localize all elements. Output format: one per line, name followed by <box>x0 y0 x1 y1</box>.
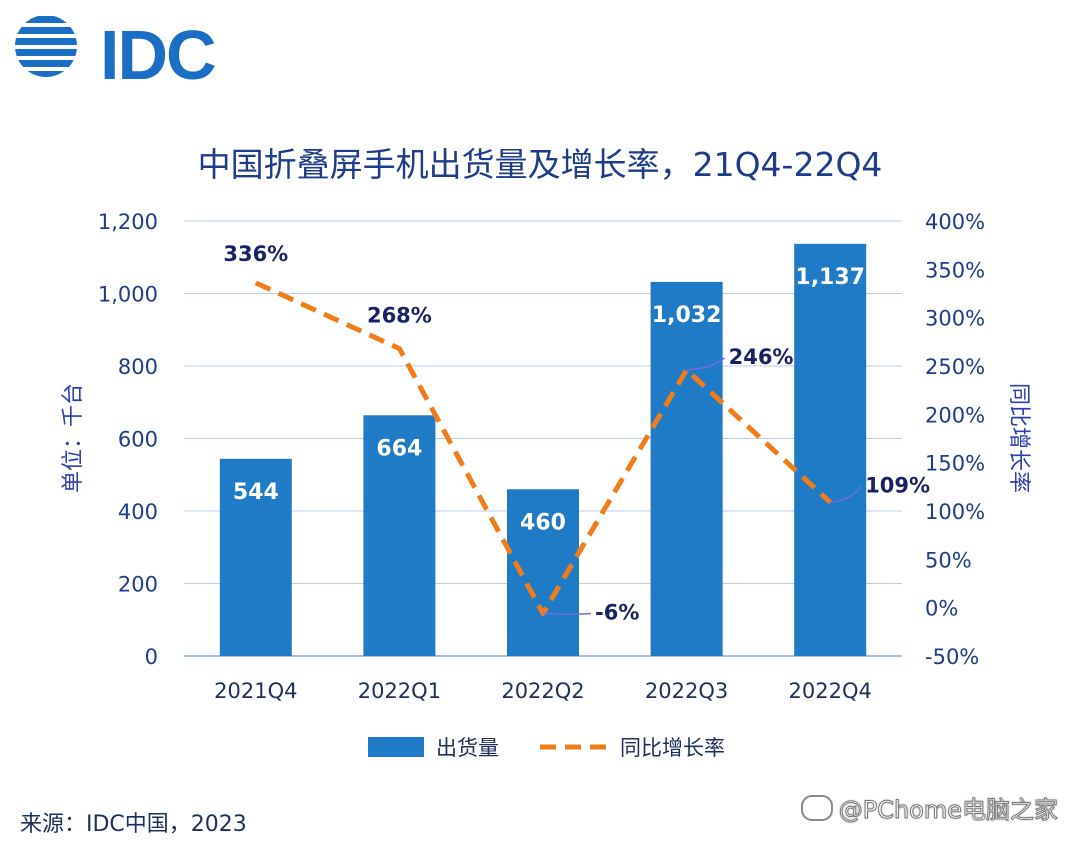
bar-value-label: 544 <box>233 480 279 505</box>
legend-swatch-bar <box>368 737 424 757</box>
bar-value-label: 1,032 <box>652 303 722 328</box>
y2-tick-label: 400% <box>925 210 985 234</box>
y-axis-label: 单位：千台 <box>61 383 86 493</box>
chart-title: 中国折叠屏手机出货量及增长率，21Q4-22Q4 <box>197 145 883 184</box>
y-tick-label: 600 <box>118 428 158 452</box>
bar-value-label: 664 <box>376 436 422 461</box>
y2-axis-label: 同比增长率 <box>1006 383 1031 493</box>
bar <box>363 415 436 656</box>
y-tick-label: 1,200 <box>98 210 158 234</box>
x-tick-label: 2022Q2 <box>501 679 584 703</box>
y2-tick-label: 250% <box>925 355 985 379</box>
label-leader-line <box>686 357 726 371</box>
logo-text: IDC <box>100 16 217 94</box>
y2-tick-label: 0% <box>925 597 958 621</box>
y2-tick-label: 350% <box>925 258 985 282</box>
bar <box>219 458 292 656</box>
x-tick-label: 2022Q1 <box>358 679 441 703</box>
line-value-label: 268% <box>367 304 432 328</box>
y-tick-label: 400 <box>118 500 158 524</box>
watermark: @PChome电脑之家 <box>800 790 1059 825</box>
y2-tick-label: 150% <box>925 452 985 476</box>
label-leader-line <box>830 485 862 504</box>
x-tick-label: 2022Q3 <box>645 679 728 703</box>
line-value-label: 336% <box>223 242 288 266</box>
bar <box>650 281 723 656</box>
idc-globe-icon <box>15 16 77 77</box>
line-value-label: 246% <box>729 345 794 369</box>
y2-tick-label: 100% <box>925 500 985 524</box>
watermark-icon <box>800 794 833 821</box>
line-value-label: 109% <box>865 473 930 497</box>
y2-tick-label: 300% <box>925 307 985 331</box>
bar-value-label: 460 <box>520 510 566 535</box>
label-leader-line <box>542 612 592 615</box>
bar <box>794 243 867 656</box>
bar-value-label: 1,137 <box>795 265 865 290</box>
y2-tick-label: 200% <box>925 403 985 427</box>
source-note: 来源：IDC中国，2023 <box>20 812 247 837</box>
y-tick-label: 0 <box>145 645 158 669</box>
legend-label: 出货量 <box>436 736 499 760</box>
line-value-label: -6% <box>595 600 639 624</box>
y-tick-label: 800 <box>118 355 158 379</box>
watermark-text: @PChome电脑之家 <box>838 796 1058 825</box>
idc-logo: IDC <box>14 14 217 90</box>
y-tick-label: 1,000 <box>98 283 158 307</box>
y2-tick-label: 50% <box>925 548 972 572</box>
x-tick-label: 2021Q4 <box>214 679 297 703</box>
x-tick-label: 2022Q4 <box>789 679 872 703</box>
y2-tick-label: -50% <box>925 645 979 669</box>
y-tick-label: 200 <box>118 573 158 597</box>
legend-label: 同比增长率 <box>620 736 725 760</box>
